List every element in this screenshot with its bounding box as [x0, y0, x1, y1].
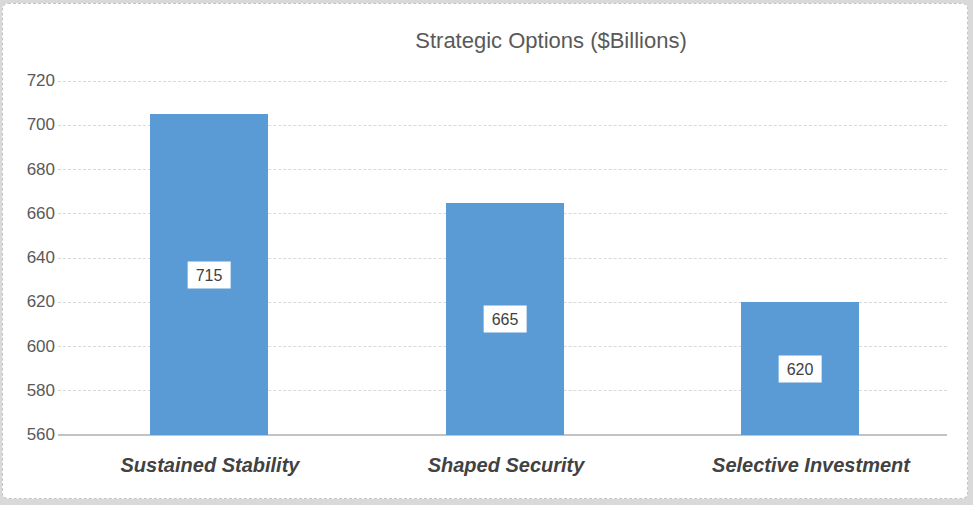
y-tick-580: 580: [3, 382, 55, 400]
data-label-shaped-security: 665: [484, 305, 527, 332]
category-label-sustained-stability: Sustained Stability: [121, 454, 300, 477]
plot-area: Strategic Options ($Billions) 560 580 600 6…: [3, 4, 967, 498]
data-label-sustained-stability: 715: [188, 261, 231, 288]
chart-panel: Strategic Options ($Billions) 560 580 600 6…: [2, 3, 968, 499]
y-tick-720: 720: [3, 72, 55, 90]
y-tick-560: 560: [3, 426, 55, 444]
y-tick-640: 640: [3, 249, 55, 267]
category-label-selective-investment: Selective Investment: [712, 454, 910, 477]
data-label-selective-investment: 620: [779, 355, 822, 382]
y-tick-700: 700: [3, 116, 55, 134]
chart-title: Strategic Options ($Billions): [161, 28, 941, 54]
gridline-720: [58, 81, 947, 82]
y-tick-680: 680: [3, 161, 55, 179]
y-tick-660: 660: [3, 205, 55, 223]
y-tick-600: 600: [3, 338, 55, 356]
y-tick-620: 620: [3, 293, 55, 311]
category-label-shaped-security: Shaped Security: [428, 454, 585, 477]
